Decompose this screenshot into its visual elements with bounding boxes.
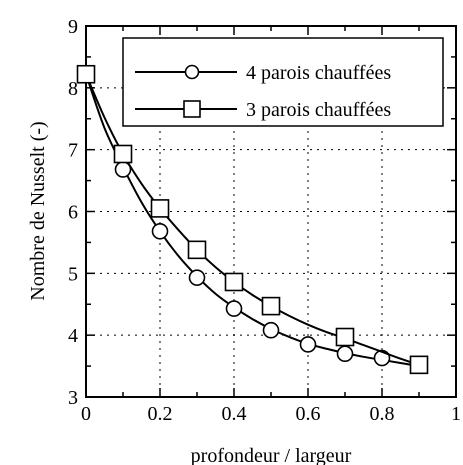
y-tick-label: 4 — [68, 325, 78, 347]
y-tick-labels: 3 4 5 6 7 8 9 — [68, 16, 78, 409]
x-tick-label: 0.4 — [222, 403, 247, 425]
series-2-point — [224, 272, 244, 292]
x-tick-label: 0.2 — [148, 403, 173, 425]
series-2 — [76, 64, 429, 375]
y-tick-label: 7 — [68, 140, 78, 162]
series-1-point — [336, 345, 354, 363]
legend: 4 parois chauffées 3 parois chauffées — [122, 37, 444, 127]
legend-box — [122, 37, 444, 127]
x-tick-label: 0 — [81, 403, 91, 425]
legend-marker-circle — [184, 64, 200, 80]
y-tick-label: 3 — [68, 387, 78, 409]
series-layer — [76, 64, 429, 375]
legend-marker-square — [183, 100, 201, 118]
series-2-point — [113, 144, 133, 164]
y-tick-label: 5 — [68, 263, 78, 285]
series-1-point — [262, 321, 280, 339]
y-tick-label: 8 — [68, 78, 78, 100]
series-2-line — [85, 73, 420, 366]
series-1-line — [85, 73, 420, 368]
y-axis-label: Nombre de Nusselt (-) — [27, 121, 49, 300]
series-1-point — [151, 222, 169, 240]
x-tick-label: 0.6 — [296, 403, 321, 425]
series-2-point — [76, 64, 96, 84]
y-tick-label: 6 — [68, 202, 78, 224]
series-1-point — [225, 300, 243, 317]
series-2-point — [261, 296, 281, 316]
series-2-point — [409, 355, 429, 375]
legend-label-series-2: 3 parois chauffées — [246, 99, 391, 121]
x-axis-label: profondeur / largeur — [191, 445, 352, 465]
y-tick-label: 9 — [68, 16, 78, 38]
x-tick-labels: 0 0.2 0.4 0.6 0.8 1 — [81, 403, 461, 425]
series-2-point — [335, 327, 355, 347]
series-1 — [77, 65, 420, 368]
legend-label-series-1: 4 parois chauffées — [246, 62, 391, 84]
axis-ticks — [85, 25, 457, 398]
series-2-point — [150, 199, 170, 218]
series-1-point — [188, 269, 206, 286]
series-2-point — [187, 240, 207, 260]
x-tick-label: 0.8 — [370, 403, 395, 425]
x-tick-label: 1 — [451, 403, 461, 425]
series-1-point — [299, 336, 317, 353]
